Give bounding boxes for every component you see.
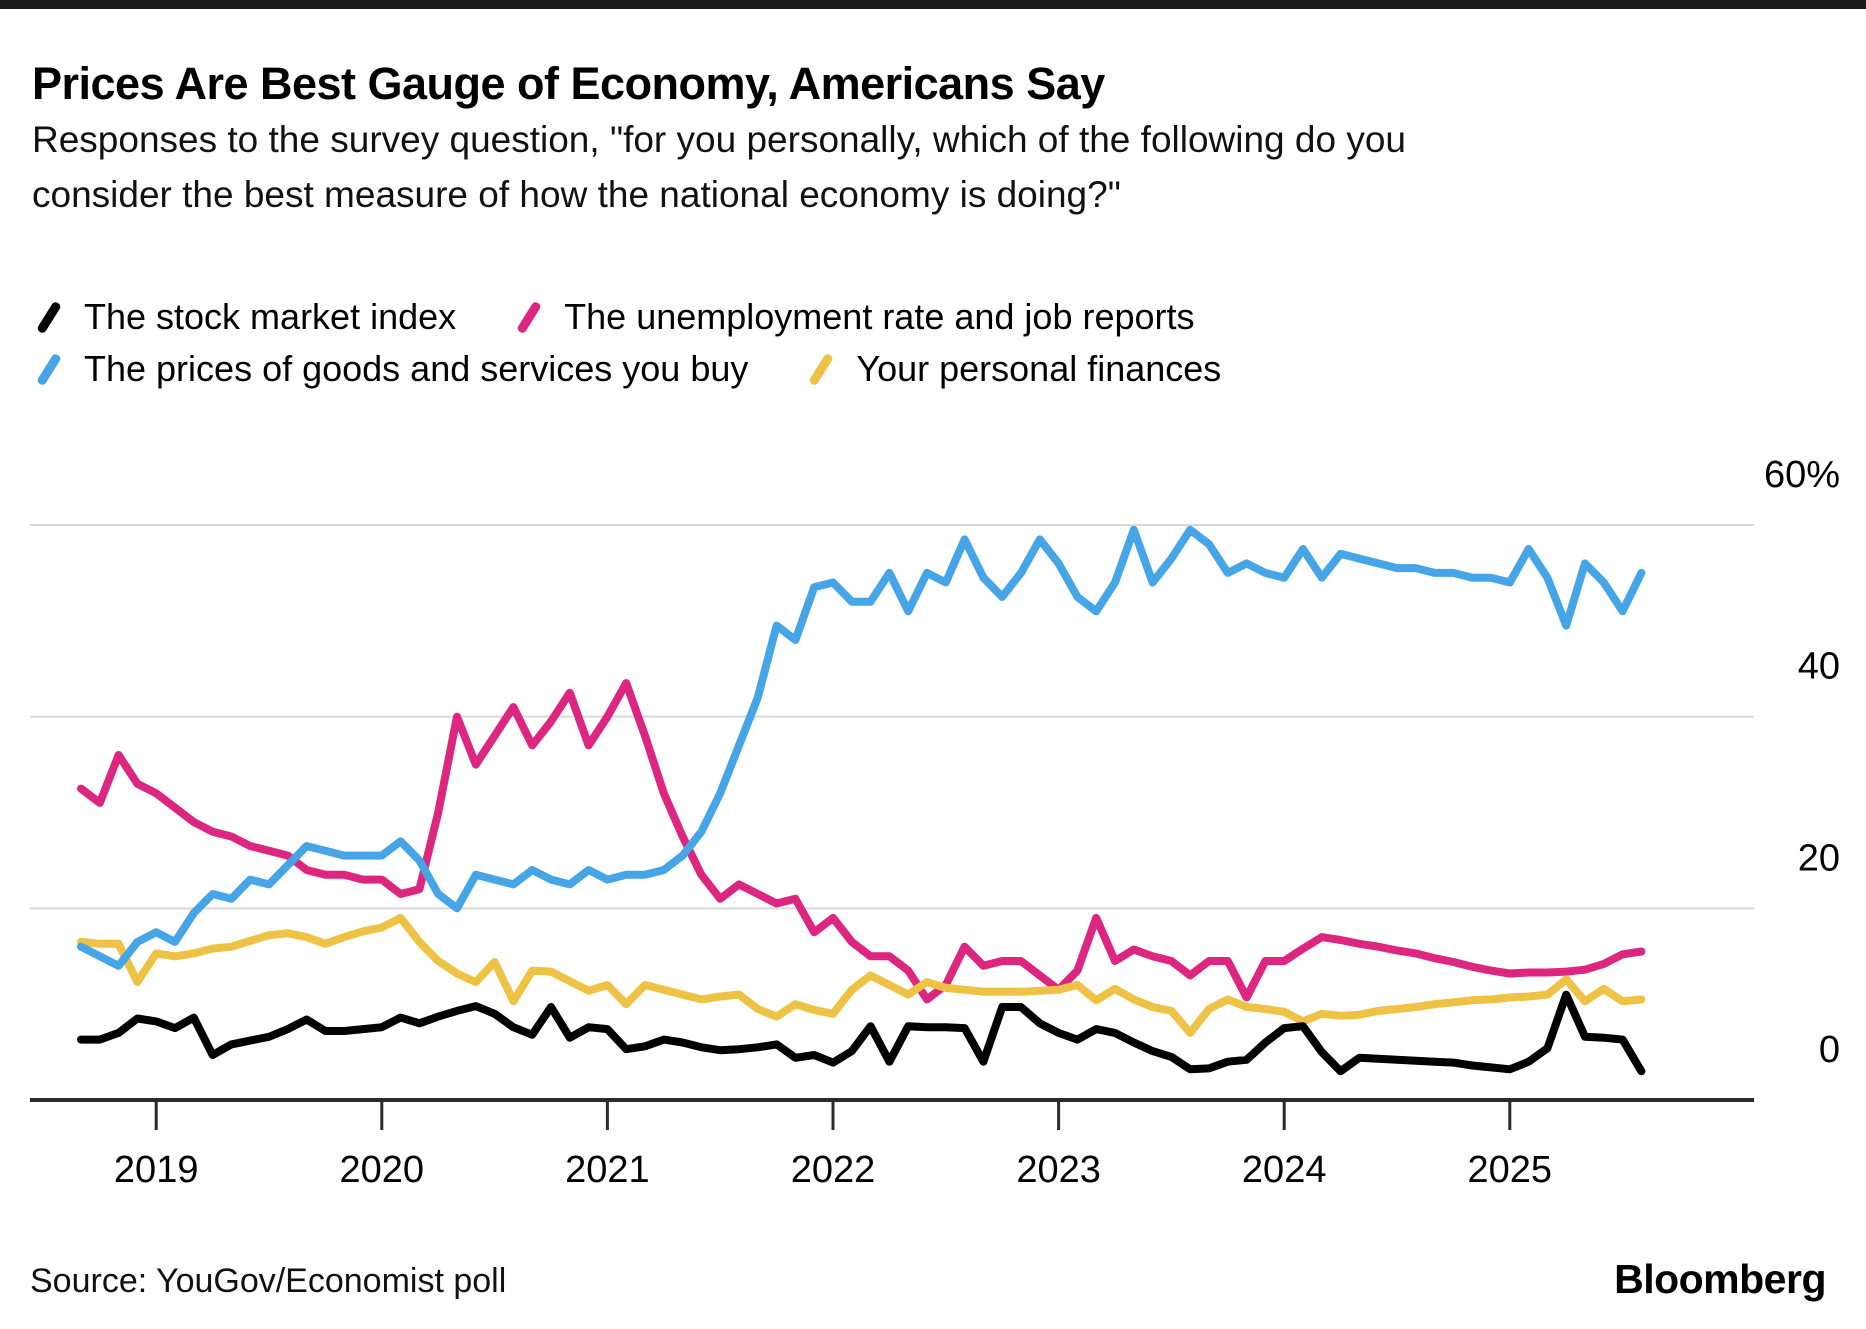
legend-label-personal-finances: Your personal finances (856, 348, 1222, 389)
y-axis-label-60%: 60% (1764, 454, 1840, 496)
x-axis-label-2019: 2019 (114, 1149, 199, 1191)
y-axis-label-20: 20 (1798, 837, 1840, 879)
y-axis-label-40: 40 (1798, 646, 1840, 688)
legend-label-stock-market: The stock market index (84, 296, 457, 337)
x-axis-label-2023: 2023 (1016, 1149, 1101, 1191)
legend-item-stock-market: The stock market index (32, 296, 456, 338)
x-axis-label-2021: 2021 (565, 1149, 650, 1191)
legend-row-1: The stock market index The unemployment … (32, 296, 1732, 338)
legend-label-prices: The prices of goods and services you buy (84, 348, 749, 389)
page-title: Prices Are Best Gauge of Economy, Americ… (32, 58, 1105, 109)
legend-label-unemployment: The unemployment rate and job reports (564, 296, 1195, 337)
x-axis-label-2022: 2022 (791, 1149, 876, 1191)
series-line-your-personal-finances (77, 913, 1646, 1037)
legend-item-prices: The prices of goods and services you buy (32, 348, 748, 390)
x-axis-label-2024: 2024 (1242, 1149, 1327, 1191)
page-subtitle: Responses to the survey question, "for y… (32, 119, 1407, 215)
legend: The stock market index The unemployment … (32, 296, 1732, 390)
x-axis-label-2020: 2020 (340, 1149, 425, 1191)
x-axis-label-2025: 2025 (1468, 1149, 1553, 1191)
legend-item-personal-finances: Your personal finances (804, 348, 1221, 390)
series-line-the-prices-of-goods-and-services-you-buy (77, 525, 1646, 970)
bloomberg-logo: Bloomberg (1614, 1256, 1826, 1302)
series-line-the-stock-market-index (77, 990, 1646, 1076)
legend-item-unemployment: The unemployment rate and job reports (512, 296, 1195, 338)
legend-row-2: The prices of goods and services you buy… (32, 348, 1732, 390)
top-border-bar (0, 0, 1866, 9)
source-note: Source: YouGov/Economist poll (30, 1262, 507, 1300)
series-line-the-unemployment-rate-and-job-reports (77, 679, 1646, 1004)
y-axis-label-0: 0 (1819, 1029, 1840, 1071)
